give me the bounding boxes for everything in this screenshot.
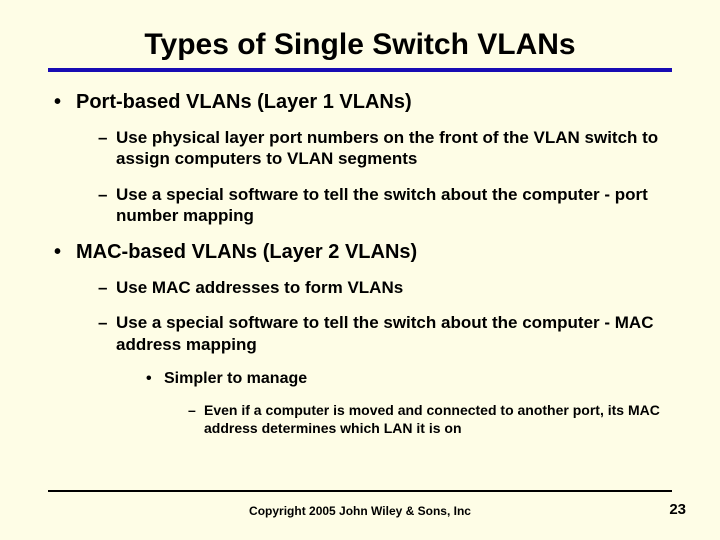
bullet-marker: – — [98, 277, 116, 298]
bullet-marker: • — [54, 240, 76, 265]
bullet-mac-based-vlans: • MAC-based VLANs (Layer 2 VLANs) — [54, 240, 672, 265]
footer-rule — [48, 490, 672, 492]
page-number: 23 — [669, 501, 686, 518]
bullet-text: Simpler to manage — [164, 369, 307, 389]
bullet-marker: – — [98, 127, 116, 170]
bullet-text: Even if a computer is moved and connecte… — [204, 401, 662, 437]
bullet-marker: – — [188, 401, 204, 437]
bullet-simpler-manage: • Simpler to manage — [146, 369, 672, 389]
bullet-port-based-vlans: • Port-based VLANs (Layer 1 VLANs) — [54, 90, 672, 115]
bullet-text: Use MAC addresses to form VLANs — [116, 277, 403, 298]
bullet-marker: • — [146, 369, 164, 389]
bullet-marker: • — [54, 90, 76, 115]
title-underline — [48, 68, 672, 72]
bullet-port-software: – Use a special software to tell the swi… — [98, 184, 662, 227]
bullet-text: Use physical layer port numbers on the f… — [116, 127, 662, 170]
bullet-port-physical-layer: – Use physical layer port numbers on the… — [98, 127, 662, 170]
copyright-footer: Copyright 2005 John Wiley & Sons, Inc — [0, 504, 720, 518]
bullet-marker: – — [98, 184, 116, 227]
bullet-marker: – — [98, 312, 116, 355]
bullet-mac-software: – Use a special software to tell the swi… — [98, 312, 662, 355]
bullet-text: Use a special software to tell the switc… — [116, 312, 662, 355]
bullet-text: MAC-based VLANs (Layer 2 VLANs) — [76, 240, 417, 265]
slide-title: Types of Single Switch VLANs — [48, 28, 672, 62]
bullet-moved-computer: – Even if a computer is moved and connec… — [188, 401, 662, 437]
bullet-text: Use a special software to tell the switc… — [116, 184, 662, 227]
bullet-text: Port-based VLANs (Layer 1 VLANs) — [76, 90, 412, 115]
bullet-mac-addresses-form: – Use MAC addresses to form VLANs — [98, 277, 662, 298]
